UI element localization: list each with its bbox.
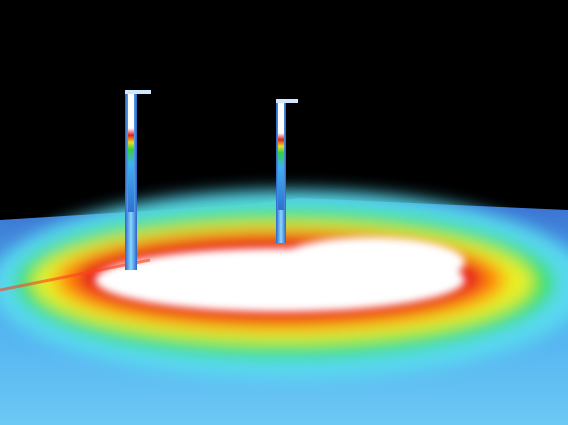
pole-right (276, 99, 298, 243)
pole-left (125, 90, 151, 270)
illuminance-core (95, 237, 465, 312)
